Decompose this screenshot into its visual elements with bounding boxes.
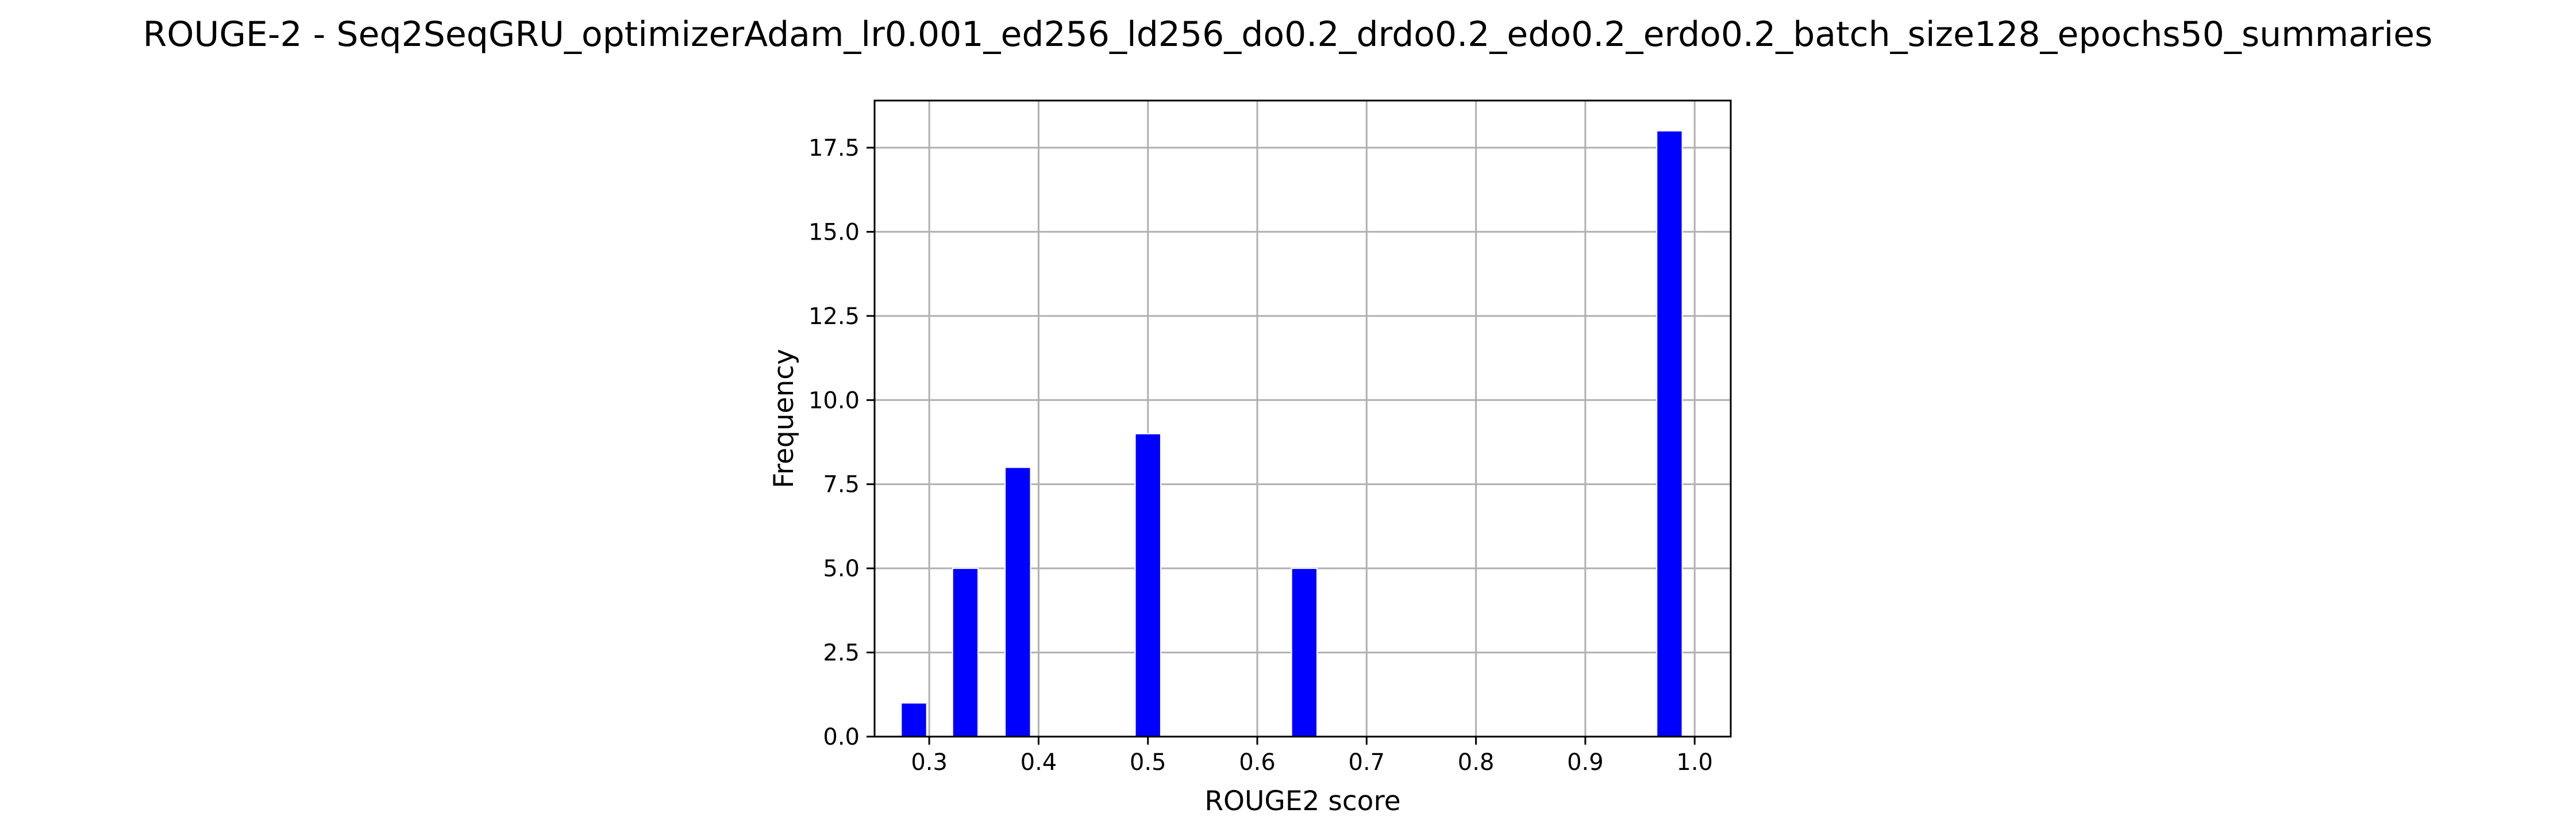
y-tick-label: 5.0	[823, 556, 860, 582]
x-tick-label: 0.3	[911, 749, 948, 776]
y-tick-label: 12.5	[808, 303, 860, 330]
y-axis-ticks: 0.0 2.5 5.0 7.5 10.0 12.5 15.0 17.5	[808, 135, 875, 750]
histogram-bar	[900, 702, 927, 738]
chart-title: ROUGE-2 - Seq2SeqGRU_optimizerAdam_lr0.0…	[143, 14, 2433, 55]
x-axis-ticks: 0.3 0.4 0.5 0.6 0.7 0.8 0.9 1.0	[911, 737, 1713, 776]
x-tick-label: 0.4	[1021, 749, 1057, 776]
histogram-bar	[1134, 433, 1161, 737]
x-tick-label: 1.0	[1676, 749, 1713, 776]
histogram-bar	[952, 568, 979, 738]
y-tick-label: 17.5	[808, 135, 860, 161]
x-tick-label: 0.9	[1567, 749, 1604, 776]
x-tick-label: 0.5	[1130, 749, 1166, 776]
y-tick-label: 7.5	[823, 472, 860, 498]
y-tick-label: 0.0	[823, 724, 860, 750]
histogram-bar	[1656, 130, 1683, 738]
x-tick-label: 0.6	[1239, 749, 1276, 776]
y-tick-label: 10.0	[808, 387, 860, 414]
y-tick-label: 2.5	[823, 640, 860, 667]
x-axis-label: ROUGE2 score	[1204, 785, 1400, 817]
plot-frame	[873, 99, 1732, 738]
histogram-bar	[1291, 568, 1318, 738]
x-tick-label: 0.8	[1458, 749, 1495, 776]
y-axis-label: Frequency	[768, 349, 800, 488]
histogram-bars	[900, 130, 1683, 738]
x-tick-label: 0.7	[1349, 749, 1385, 776]
histogram-bar	[1004, 467, 1031, 738]
y-tick-label: 15.0	[808, 219, 860, 245]
